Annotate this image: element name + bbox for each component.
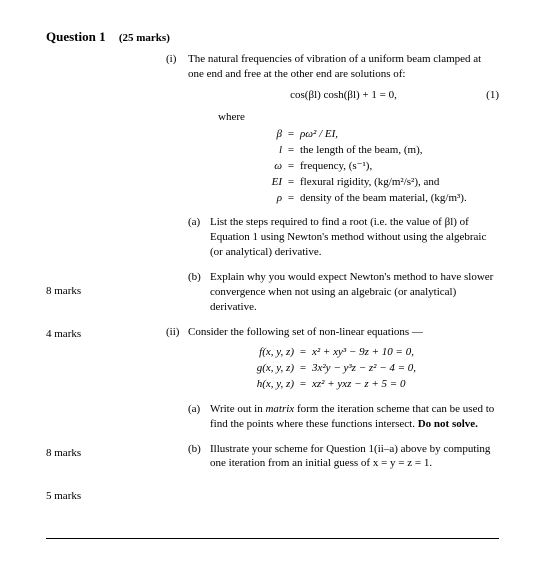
subpart-label: (b) bbox=[188, 442, 201, 457]
equation-set: f(x, y, z) = x² + xy³ − 9z + 10 = 0, g(x… bbox=[238, 345, 499, 392]
marks-ii-a: 8 marks bbox=[46, 446, 81, 461]
part-i-a: (a) List the steps required to find a ro… bbox=[188, 215, 499, 260]
question-total-marks: (25 marks) bbox=[119, 32, 170, 44]
def-symbol: EI bbox=[258, 175, 282, 190]
def-eq: = bbox=[282, 143, 300, 158]
where-label: where bbox=[218, 110, 499, 125]
eq-fn: g(x, y, z) bbox=[238, 361, 294, 376]
marks-i-b: 4 marks bbox=[46, 327, 81, 342]
def-symbol: β bbox=[258, 127, 282, 142]
eq-rhs: 3x²y − y³z − z² − 4 = 0, bbox=[312, 361, 499, 376]
def-row: ω = frequency, (s⁻¹), bbox=[258, 159, 499, 174]
symbol-definitions: β = ρω² / EI, l = the length of the beam… bbox=[258, 127, 499, 205]
def-desc: frequency, (s⁻¹), bbox=[300, 159, 499, 174]
subpart-bold: Do not solve. bbox=[418, 418, 478, 430]
eq-fn: f(x, y, z) bbox=[238, 345, 294, 360]
marks-ii-b: 5 marks bbox=[46, 489, 81, 504]
part-i-b: (b) Explain why you would expect Newton'… bbox=[188, 270, 499, 315]
divider-rule bbox=[46, 538, 499, 539]
eq-fn: h(x, y, z) bbox=[238, 377, 294, 392]
eq-row: f(x, y, z) = x² + xy³ − 9z + 10 = 0, bbox=[238, 345, 499, 360]
def-symbol: ω bbox=[258, 159, 282, 174]
def-row: EI = flexural rigidity, (kg/m²/s²), and bbox=[258, 175, 499, 190]
equation-1-tag: (1) bbox=[486, 88, 499, 103]
part-ii: (ii) Consider the following set of non-l… bbox=[166, 325, 499, 472]
eq-eq: = bbox=[294, 361, 312, 376]
def-symbol: ρ bbox=[258, 191, 282, 206]
def-symbol: l bbox=[258, 143, 282, 158]
eq-rhs: xz² + yxz − z + 5 = 0 bbox=[312, 377, 499, 392]
def-desc: the length of the beam, (m), bbox=[300, 143, 499, 158]
part-ii-label: (ii) bbox=[166, 325, 179, 340]
equation-1-text: cos(βl) cosh(βl) + 1 = 0, bbox=[290, 89, 397, 101]
subpart-text: Illustrate your scheme for Question 1(ii… bbox=[210, 443, 490, 470]
question-header: Question 1 (25 marks) bbox=[46, 28, 499, 46]
subpart-label: (a) bbox=[188, 402, 200, 417]
def-desc: density of the beam material, (kg/m³). bbox=[300, 191, 499, 206]
def-row: l = the length of the beam, (m), bbox=[258, 143, 499, 158]
part-ii-intro: Consider the following set of non-linear… bbox=[188, 326, 423, 338]
part-i: (i) The natural frequencies of vibration… bbox=[166, 52, 499, 315]
def-eq: = bbox=[282, 159, 300, 174]
subpart-text: Explain why you would expect Newton's me… bbox=[210, 271, 493, 313]
part-ii-a: (a) Write out in matrix form the iterati… bbox=[188, 402, 499, 432]
eq-row: h(x, y, z) = xz² + yxz − z + 5 = 0 bbox=[238, 377, 499, 392]
part-i-label: (i) bbox=[166, 52, 176, 67]
question-number: Question 1 bbox=[46, 29, 106, 44]
def-desc: ρω² / EI, bbox=[300, 127, 499, 142]
part-ii-b: (b) Illustrate your scheme for Question … bbox=[188, 442, 499, 472]
marks-i-a: 8 marks bbox=[46, 284, 81, 299]
def-row: ρ = density of the beam material, (kg/m³… bbox=[258, 191, 499, 206]
eq-eq: = bbox=[294, 345, 312, 360]
question-body: (i) The natural frequencies of vibration… bbox=[166, 52, 499, 471]
def-desc: flexural rigidity, (kg/m²/s²), and bbox=[300, 175, 499, 190]
subpart-text-1: Write out in bbox=[210, 403, 265, 415]
def-eq: = bbox=[282, 175, 300, 190]
def-eq: = bbox=[282, 127, 300, 142]
subpart-label: (b) bbox=[188, 270, 201, 285]
subpart-text: List the steps required to find a root (… bbox=[210, 216, 486, 258]
page: Question 1 (25 marks) (i) The natural fr… bbox=[0, 0, 545, 561]
eq-rhs: x² + xy³ − 9z + 10 = 0, bbox=[312, 345, 499, 360]
part-i-intro: The natural frequencies of vibration of … bbox=[188, 53, 481, 80]
def-row: β = ρω² / EI, bbox=[258, 127, 499, 142]
eq-row: g(x, y, z) = 3x²y − y³z − z² − 4 = 0, bbox=[238, 361, 499, 376]
def-eq: = bbox=[282, 191, 300, 206]
eq-eq: = bbox=[294, 377, 312, 392]
equation-1: cos(βl) cosh(βl) + 1 = 0, (1) bbox=[188, 88, 499, 103]
subpart-em: matrix bbox=[265, 403, 294, 415]
subpart-label: (a) bbox=[188, 215, 200, 230]
